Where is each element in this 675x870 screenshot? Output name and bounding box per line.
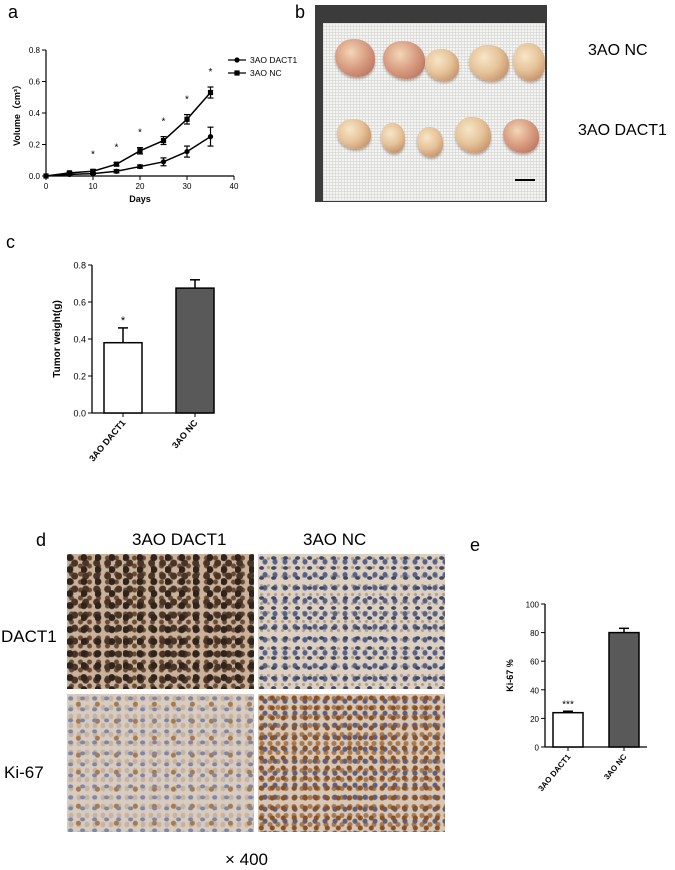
y-tick-label: 20 (530, 715, 539, 724)
significance-mark: * (209, 67, 213, 78)
data-point (66, 170, 73, 176)
tumor-nc-4 (469, 45, 509, 81)
scale-bar (515, 179, 535, 181)
ihc-dact1-ki67 (67, 694, 254, 832)
y-tick-label: 0.8 (73, 261, 86, 271)
tumor-dact1-2 (381, 123, 405, 153)
significance-mark: *** (562, 699, 574, 710)
tumor-dact1-3 (417, 127, 443, 157)
ihc-nc-dact1 (258, 554, 445, 689)
panel-letter-d: d (36, 530, 47, 550)
tumor-dact1-5 (503, 119, 539, 153)
x-tick-label: 0 (44, 182, 49, 191)
x-tick-label: 3AO NC (602, 752, 628, 781)
data-point (160, 137, 167, 144)
tumor-dact1-4 (455, 117, 491, 153)
label-d-row-dact1: DACT1 (1, 627, 57, 646)
y-axis-label: Volume（cm³） (12, 80, 22, 146)
tumor-nc-1 (335, 39, 375, 77)
magnification-label: × 400 (225, 850, 269, 869)
series-line-2 (45, 92, 212, 177)
y-tick-label: 0.4 (29, 109, 41, 118)
chart-c-tumor-weight: 0.0 0.2 0.4 0.6 0.8 Tumor weight(g) * 3AO DACT1… (52, 261, 215, 464)
tumor-nc-2 (383, 41, 425, 79)
significance-mark: * (138, 128, 142, 139)
data-point (160, 159, 167, 165)
significance-mark: * (162, 117, 166, 128)
data-point (207, 134, 214, 140)
series-line-1 (45, 135, 211, 177)
tumor-nc-5 (513, 43, 545, 81)
ihc-dact1-dact1 (67, 554, 254, 689)
ihc-nc-ki67 (258, 694, 445, 832)
y-tick-label: 40 (530, 686, 539, 695)
y-tick-label: 0.4 (73, 335, 86, 345)
y-tick-label: 0.0 (29, 172, 41, 181)
label-d-row-ki67: Ki-67 (4, 763, 44, 782)
panel-letter-b: b (295, 2, 306, 22)
data-point (43, 173, 49, 179)
y-axis-label: Ki-67 % (505, 659, 515, 692)
significance-mark: * (185, 95, 189, 106)
x-tick-label: 20 (136, 182, 145, 191)
y-tick-label: 0.6 (73, 298, 86, 308)
data-point (184, 116, 190, 122)
data-point (137, 163, 143, 170)
y-tick-label: 0.0 (73, 409, 86, 419)
x-tick-label: 10 (89, 182, 98, 191)
legend-label: 3AO DACT1 (250, 55, 298, 65)
label-d-col-nc: 3AO NC (303, 530, 367, 549)
y-tick-label: 80 (530, 629, 539, 638)
panel-letter-c: c (6, 232, 15, 252)
y-axis-label: Tumor weight(g) (52, 300, 63, 378)
x-tick-label: 40 (230, 182, 239, 191)
data-point (113, 168, 120, 174)
data-point (207, 89, 214, 96)
label-3ao-dact1: 3AO DACT1 (578, 122, 667, 139)
bar-2 (608, 631, 640, 748)
data-point (184, 148, 190, 155)
significance-mark: * (121, 315, 126, 327)
y-tick-label: 0.2 (29, 141, 41, 150)
y-tick-label: 100 (526, 601, 540, 610)
panel-letter-a: a (8, 2, 19, 22)
legend-label: 3AO NC (250, 68, 282, 78)
data-point (90, 168, 96, 174)
x-tick-label: 3AO DACT1 (536, 752, 572, 793)
x-tick-label: 3AO NC (170, 417, 200, 450)
bar-1 (103, 341, 143, 414)
label-3ao-nc: 3AO NC (588, 42, 648, 59)
panel-letter-e: e (470, 535, 481, 555)
tumor-dact1-1 (337, 119, 371, 149)
chart-a-volume: 0.0 0.2 0.4 0.6 0.8 0 10 20 30 40 Days Volume（cm³） 3… (12, 46, 298, 204)
significance-mark: * (91, 150, 95, 161)
data-point (137, 148, 143, 154)
x-axis-label: Days (129, 194, 151, 204)
x-tick-label: 3AO DACT1 (87, 418, 127, 464)
bar-1 (552, 711, 584, 748)
legend-marker (234, 57, 240, 63)
tumor-photo (315, 5, 547, 202)
chart-e-ki67: 0 20 40 60 80 100 Ki-67 % *** 3AO DACT1 3AO NC (505, 601, 647, 793)
y-tick-label: 0.8 (29, 46, 41, 55)
y-tick-label: 0.6 (29, 78, 41, 87)
tumor-nc-3 (425, 49, 459, 81)
bar-2 (175, 287, 215, 414)
y-tick-label: 0 (535, 744, 540, 753)
y-tick-label: 0.2 (73, 372, 86, 382)
label-d-col-dact1: 3AO DACT1 (132, 530, 227, 549)
data-point (113, 161, 120, 167)
y-tick-label: 60 (530, 658, 539, 667)
x-tick-label: 30 (183, 182, 192, 191)
legend-marker (234, 70, 240, 76)
significance-mark: * (115, 143, 119, 154)
